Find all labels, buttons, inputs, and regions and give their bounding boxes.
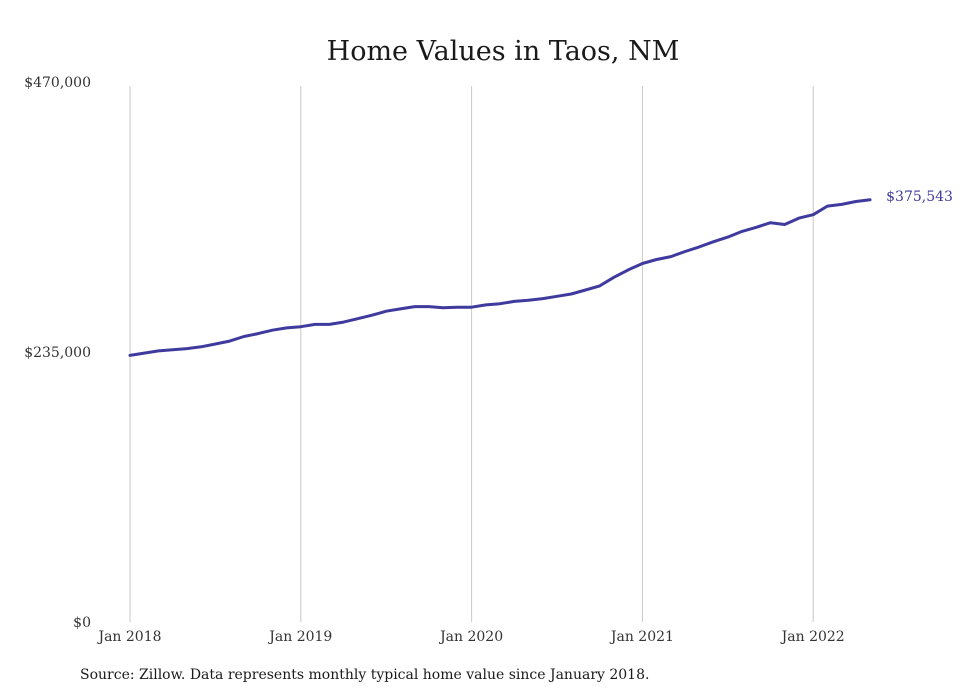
series-line [128,198,872,357]
x-tick-label: Jan 2022 [780,629,845,645]
x-axis-ticks: Jan 2018 Jan 2019 Jan 2020 Jan 2021 Jan 2022 [96,629,844,645]
x-tick-label: Jan 2019 [267,629,332,645]
chart-title: Home Values in Taos, NM [327,36,680,67]
x-tick-label: Jan 2020 [438,629,503,645]
y-tick-label: $470,000 [24,75,91,91]
source-note: Source: Zillow. Data represents monthly … [80,667,650,683]
x-tick-label: Jan 2021 [609,629,674,645]
line-chart: Home Values in Taos, NM $0 $235,000 $470,0… [24,36,953,645]
y-tick-label: $235,000 [24,345,91,361]
series-group: $375,543 [128,189,953,357]
y-tick-label: $0 [73,615,91,631]
end-value-label: $375,543 [886,189,953,205]
gridlines [129,86,814,622]
y-axis-ticks: $0 $235,000 $470,000 [24,75,91,631]
x-tick-label: Jan 2018 [96,629,161,645]
